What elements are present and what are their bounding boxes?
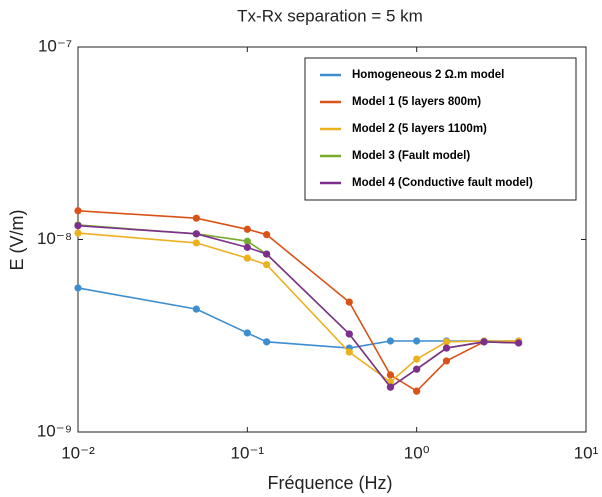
data-point (192, 305, 200, 313)
data-point (413, 355, 421, 363)
legend-label: Model 4 (Conductive fault model) (352, 177, 533, 189)
x-axis-label: Fréquence (Hz) (267, 473, 392, 493)
legend: Homogeneous 2 Ω.m model Model 1 (5 layers… (304, 57, 577, 201)
data-point (345, 330, 353, 338)
data-point (515, 339, 523, 347)
data-point (263, 250, 271, 258)
data-point (74, 207, 82, 215)
y-axis-label: E (V/m) (7, 210, 27, 271)
legend-label: Model 1 (5 layers 800m) (352, 96, 481, 108)
data-point (263, 338, 271, 346)
data-point (243, 225, 251, 233)
data-point (74, 229, 82, 237)
legend-label: Model 3 (Fault model) (352, 150, 470, 162)
data-point (192, 230, 200, 238)
data-point (442, 357, 451, 365)
data-point (480, 338, 488, 346)
legend-box (304, 57, 577, 201)
legend-label: Homogeneous 2 Ω.m model (352, 69, 504, 81)
data-point (386, 337, 395, 345)
data-point (243, 254, 251, 262)
data-point (243, 237, 251, 245)
data-point (263, 231, 271, 239)
data-point (345, 348, 353, 356)
series-line (77, 287, 519, 349)
series-line (77, 209, 519, 393)
y-tick-label: 10⁻⁷ (38, 36, 72, 55)
data-point (263, 261, 271, 269)
data-point (243, 243, 251, 251)
data-point (413, 337, 421, 345)
data-point (192, 214, 200, 222)
data-point (74, 222, 82, 230)
data-point (386, 371, 395, 379)
x-tick-label: 10¹ (574, 443, 599, 462)
data-point (413, 365, 421, 373)
data-point (192, 239, 200, 247)
data-point (413, 387, 421, 395)
series-line (77, 224, 519, 389)
series-line (77, 232, 519, 383)
data-point (442, 338, 451, 346)
y-tick-label: 10⁻⁹ (37, 421, 72, 440)
data-point (243, 329, 251, 337)
x-tick-label: 10⁻¹ (231, 443, 265, 462)
x-tick-label: 10⁰ (404, 443, 430, 462)
data-point (345, 298, 353, 306)
x-tick-label: 10⁻² (61, 443, 95, 462)
series-line (77, 224, 519, 389)
data-point (442, 344, 451, 352)
data-point (74, 284, 82, 292)
data-point (386, 383, 395, 391)
chart-title: Tx-Rx separation = 5 km (237, 6, 423, 25)
legend-label: Model 2 (5 layers 1100m) (352, 123, 487, 135)
y-tick-label: 10⁻⁸ (37, 229, 72, 248)
